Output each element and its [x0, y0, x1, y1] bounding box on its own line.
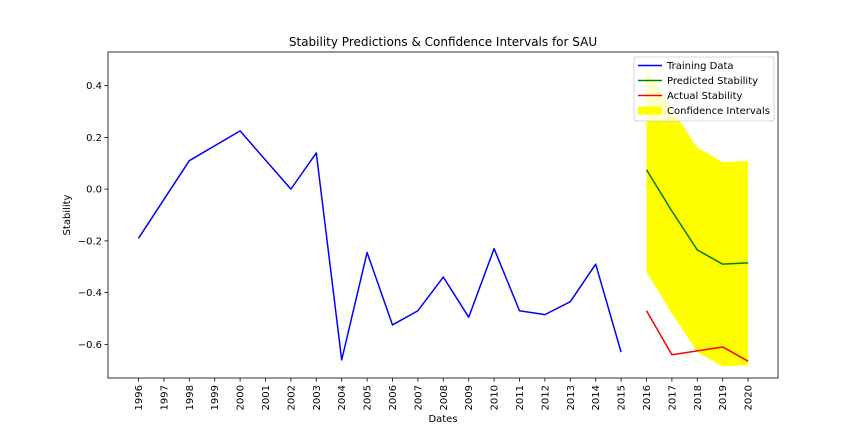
x-tick-label: 2004 [337, 385, 348, 410]
x-tick-label: 1997 [159, 385, 170, 410]
x-tick-label: 2019 [718, 385, 729, 410]
series-line-predicted-stability [645, 169, 749, 265]
x-tick-label: 2010 [490, 385, 501, 410]
legend: Training Data Predicted Stability Actual S… [633, 56, 775, 122]
y-tick-label: 0.0 [86, 185, 102, 196]
y-axis-title: Stability [62, 194, 73, 235]
y-axis: 0.4 0.2 0.0 −0.2 −0.4 −0.6 [78, 81, 108, 351]
chart-title: Stability Predictions & Confidence Inter… [289, 35, 597, 49]
x-axis-title: Dates [428, 414, 457, 425]
y-tick-label: −0.4 [78, 288, 102, 299]
legend-label-confidence-intervals: Confidence Intervals [667, 106, 770, 117]
x-tick-label: 2011 [515, 385, 526, 410]
confidence-interval-band [646, 67, 749, 367]
y-tick-label: −0.6 [78, 340, 102, 351]
x-tick-label: 1996 [134, 385, 145, 410]
x-tick-label: 2009 [464, 385, 475, 410]
x-tick-label: 2006 [388, 385, 399, 410]
legend-label-training-data: Training Data [666, 61, 734, 72]
x-tick-label: 2003 [312, 385, 323, 410]
x-tick-label: 2014 [591, 385, 602, 410]
x-tick-label: 1999 [210, 385, 221, 410]
y-tick-label: 0.4 [86, 81, 102, 92]
x-tick-label: 2007 [413, 385, 424, 410]
x-tick-label: 2017 [667, 385, 678, 410]
x-tick-label: 2018 [693, 385, 704, 410]
x-tick-label: 2013 [566, 385, 577, 410]
x-tick-label: 2002 [286, 385, 297, 410]
x-tick-label: 2012 [540, 385, 551, 410]
y-tick-label: 0.2 [86, 133, 102, 144]
confidence-interval-layer [646, 67, 749, 367]
x-tick-label: 1998 [185, 385, 196, 410]
y-tick-label: −0.2 [78, 236, 102, 247]
x-tick-label: 2015 [617, 385, 628, 410]
series-line-actual-stability [645, 310, 749, 362]
x-axis: 1996 1997 1998 1999 2000 2001 2002 2003 2004 2005… [134, 378, 755, 410]
series-lines-layer [137, 130, 749, 362]
x-tick-label: 2016 [642, 385, 653, 410]
series-line-training-data [137, 130, 622, 361]
legend-label-predicted-stability: Predicted Stability [667, 76, 758, 87]
x-tick-label: 2000 [236, 385, 247, 410]
legend-box [633, 56, 775, 122]
x-tick-label: 2020 [744, 385, 755, 410]
x-tick-label: 2008 [439, 385, 450, 410]
legend-label-actual-stability: Actual Stability [667, 91, 743, 102]
x-tick-label: 2001 [261, 385, 272, 410]
legend-swatch-confidence-intervals [638, 106, 662, 115]
x-tick-label: 2005 [363, 385, 374, 410]
